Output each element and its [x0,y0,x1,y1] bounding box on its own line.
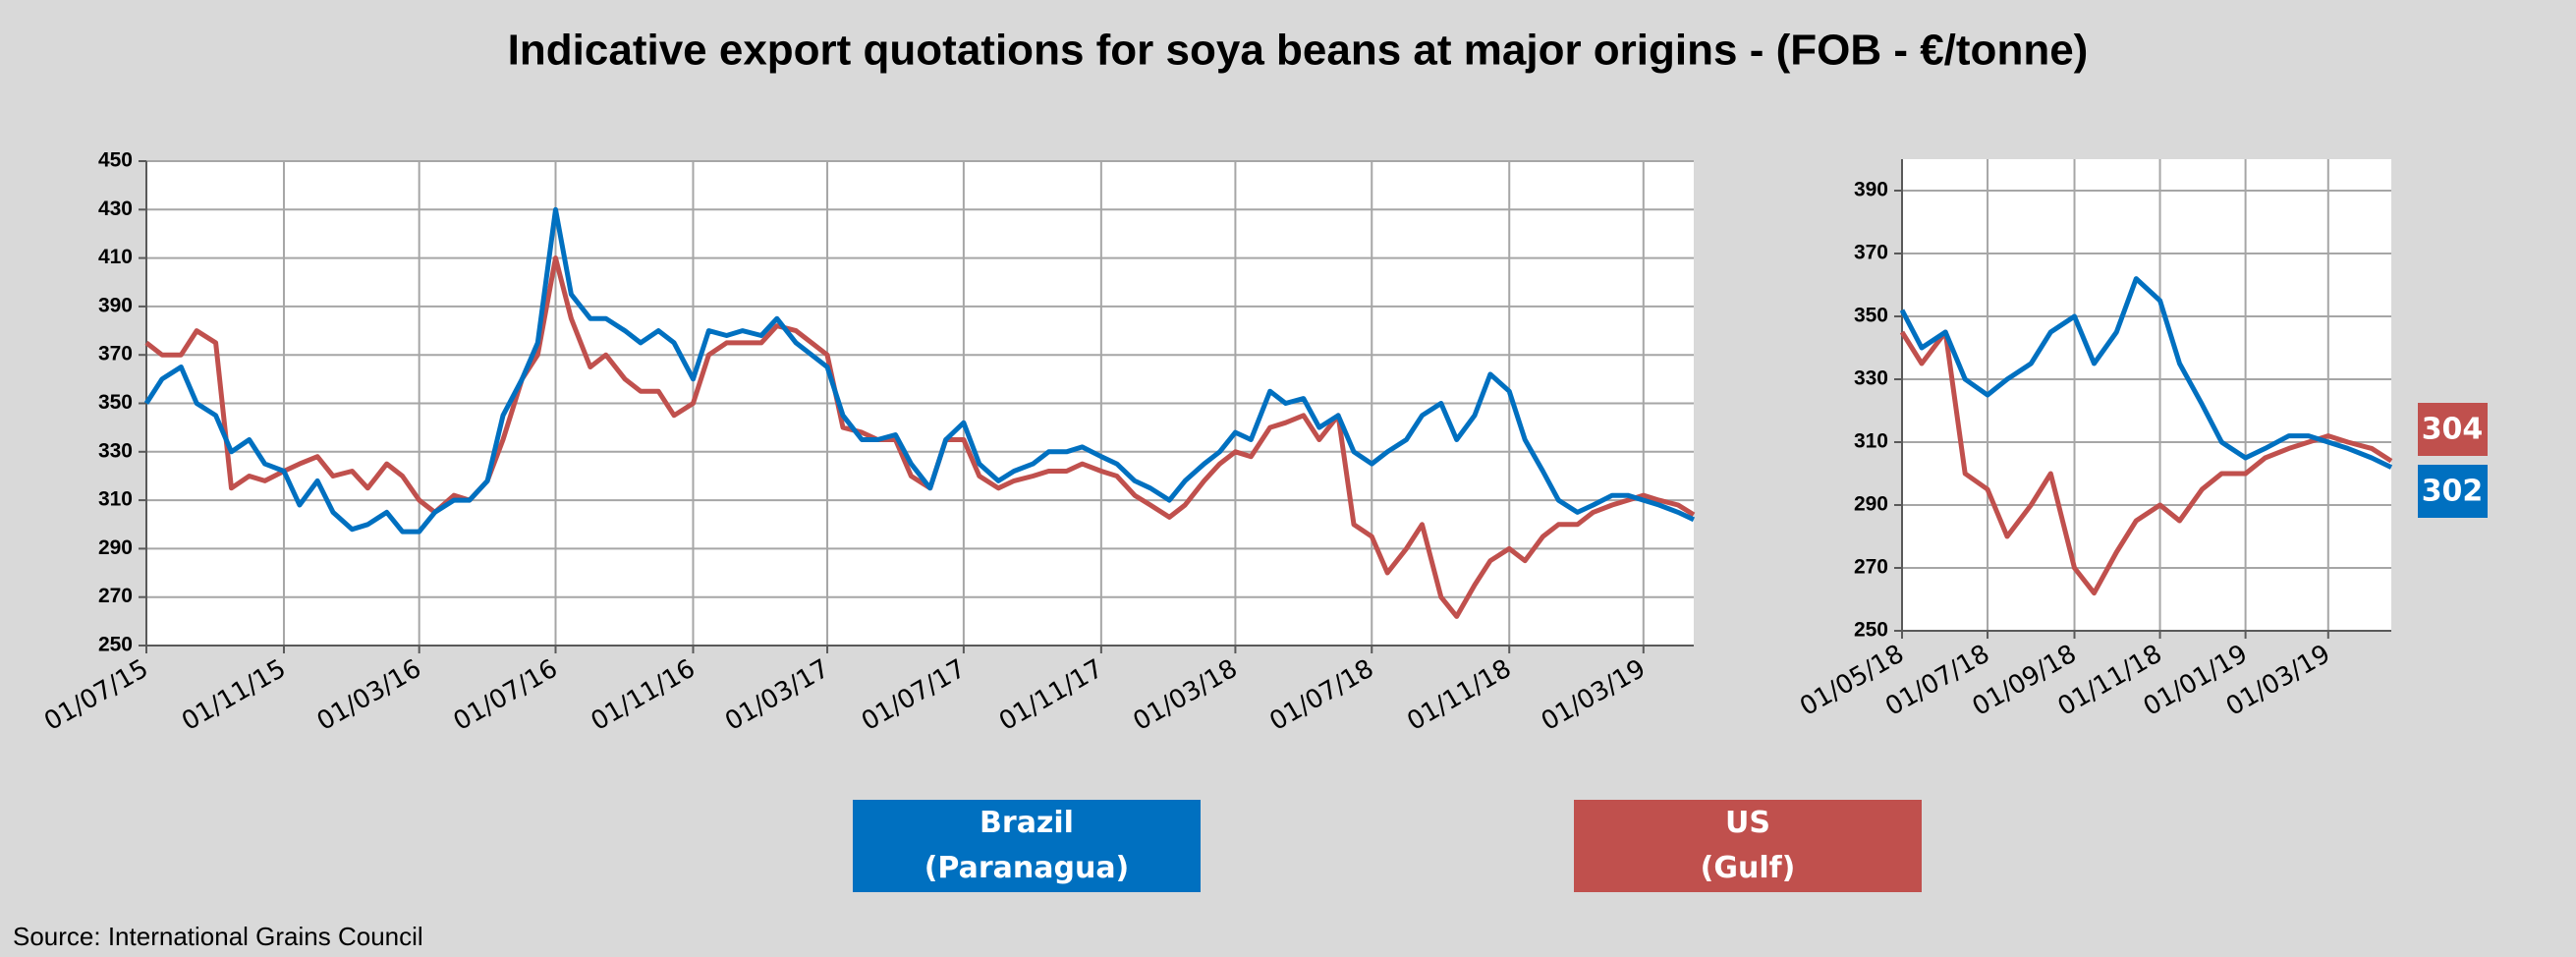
y-tick-label: 430 [98,197,133,220]
y-tick-label: 330 [98,439,133,462]
y-tick-label: 270 [98,585,133,607]
series-line [1899,276,2393,470]
y-tick-label: 350 [1854,305,1888,327]
x-tick-label: 01/11/18 [1402,654,1516,737]
legend-label: Brazil (Paranagua) [924,806,1130,885]
x-tick-label: 01/03/18 [1129,654,1243,737]
x-tick-label: 01/03/16 [312,654,426,737]
end-label-box [2418,465,2488,518]
x-tick-label: 01/07/16 [449,654,563,737]
y-tick-label: 350 [98,391,133,414]
series-line [144,255,1696,619]
y-tick-label: 450 [98,149,133,172]
y-tick-label: 390 [1854,179,1888,201]
y-tick-label: 270 [1854,556,1888,579]
end-label: 304 [2422,413,2484,447]
y-tick-label: 410 [98,246,133,268]
end-label: 302 [2422,475,2484,509]
y-tick-label: 390 [98,294,133,316]
y-tick-label: 310 [1854,430,1888,453]
y-tick-label: 370 [1854,242,1888,264]
series-line [143,206,1696,535]
legend-label: US (Gulf) [1700,806,1796,885]
x-tick-label: 01/07/17 [857,654,971,737]
x-tick-label: 01/11/15 [177,654,291,737]
plot-area [1902,159,2391,631]
legend-item: Brazil (Paranagua) [853,800,1201,892]
x-tick-label: 01/03/17 [720,654,834,737]
y-tick-label: 330 [1854,367,1888,390]
y-tick-label: 310 [98,488,133,511]
legend-item: US (Gulf) [1574,800,1922,892]
x-tick-label: 01/11/16 [587,654,700,737]
y-tick-label: 250 [98,634,133,656]
x-tick-label: 01/03/19 [1537,654,1651,737]
chart-title: Indicative export quotations for soya be… [508,27,2089,75]
series-line [1899,329,2393,596]
x-tick-label: 01/07/18 [1264,654,1378,737]
x-tick-label: 01/07/15 [39,654,153,737]
y-tick-label: 290 [1854,493,1888,516]
y-tick-label: 250 [1854,619,1888,642]
x-tick-label: 01/11/17 [994,654,1108,737]
end-label-box [2418,403,2488,456]
y-tick-label: 290 [98,536,133,559]
source-note: Source: International Grains Council [13,922,423,951]
y-tick-label: 370 [98,343,133,366]
